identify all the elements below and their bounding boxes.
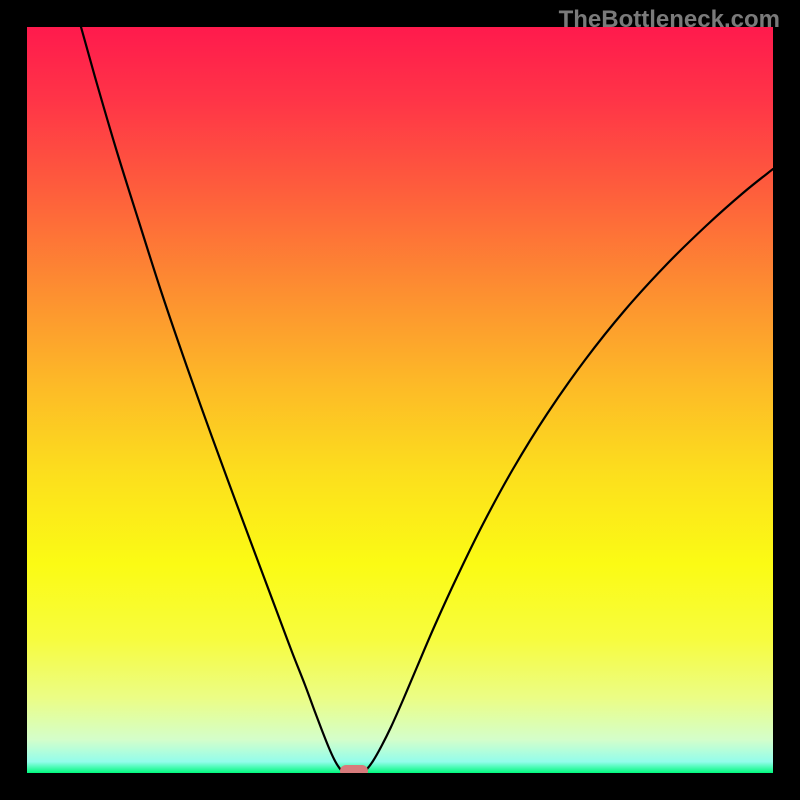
curve-path	[362, 169, 773, 773]
bottleneck-curve	[27, 27, 773, 773]
watermark-text: TheBottleneck.com	[559, 6, 780, 34]
curve-path	[81, 27, 346, 773]
minimum-marker	[340, 765, 368, 773]
plot-area	[27, 27, 773, 773]
